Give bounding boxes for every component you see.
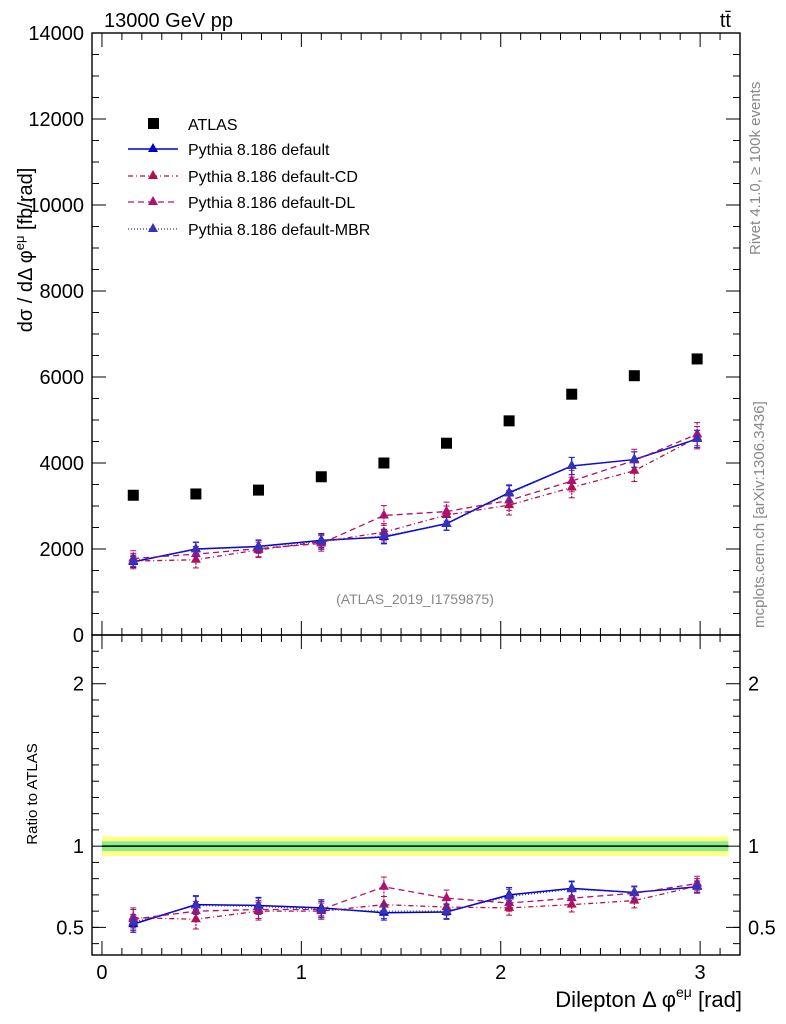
- ratio-ytick-label: 1: [73, 836, 84, 858]
- atlas-data-point: [441, 437, 453, 449]
- atlas-data-point: [378, 457, 390, 469]
- main-point-mbr: [316, 535, 327, 545]
- ratio-point-dl: [378, 880, 389, 890]
- ratio-line-dl: [133, 882, 698, 920]
- ratio-xtick-label: 1: [296, 962, 307, 984]
- main-point-mbr: [566, 460, 577, 470]
- ratio-line-default: [133, 886, 698, 925]
- legend-marker-cd: [148, 170, 158, 179]
- ratio-xtick-label: 3: [695, 962, 706, 984]
- ratio-point-mbr: [504, 890, 515, 900]
- main-ytick-label: 4000: [40, 453, 85, 475]
- ratio-plot: 0 1 2 3 0.5 0.5 1 1 2 2: [56, 634, 776, 984]
- atlas-data-point: [190, 488, 202, 500]
- main-ytick-label: 14000: [28, 23, 84, 45]
- main-point-dl: [378, 509, 389, 519]
- ratio-point-mbr: [566, 883, 577, 893]
- ratio-point-mbr: [441, 905, 452, 915]
- legend-marker-default: [148, 143, 158, 152]
- atlas-data-point: [503, 415, 515, 427]
- main-point-mbr: [504, 487, 515, 497]
- main-ytick-label: 6000: [40, 367, 85, 389]
- main-ytick-label: 12000: [28, 109, 84, 131]
- main-point-cd: [566, 481, 577, 491]
- main-point-mbr: [128, 555, 139, 565]
- main-point-mbr: [441, 518, 452, 528]
- main-point-mbr: [253, 540, 264, 550]
- ratio-xtick-label: 2: [495, 962, 506, 984]
- process-label: tt̄: [720, 10, 732, 32]
- main-point-mbr: [378, 530, 389, 540]
- ratio-xtick-label: 0: [96, 962, 107, 984]
- energy-label: 13000 GeV pp: [104, 10, 233, 32]
- legend-marker-dl: [148, 196, 158, 205]
- ratio-frame: [91, 634, 741, 956]
- svg-text:dσ / dΔ φeμ [fb/rad]: dσ / dΔ φeμ [fb/rad]: [12, 168, 37, 333]
- main-point-mbr: [190, 543, 201, 553]
- legend-marker-atlas: [148, 118, 159, 129]
- ratio-point-dl: [441, 892, 452, 902]
- ratio-point-mbr: [378, 905, 389, 915]
- main-line-dl: [133, 433, 698, 560]
- main-line-mbr: [133, 438, 698, 562]
- ratio-point-mbr: [128, 916, 139, 926]
- ratio-ylabel: Ratio to ATLAS: [24, 743, 41, 844]
- ratio-ytick-label-right: 2: [748, 674, 759, 696]
- rivet-version-label: Rivet 4.1.0, ≥ 100k events: [747, 82, 764, 255]
- main-line-cd: [133, 437, 698, 562]
- legend: ATLAS Pythia 8.186 default Pythia 8.186 …: [128, 117, 370, 239]
- ratio-point-mbr: [316, 903, 327, 913]
- atlas-data-point: [315, 471, 327, 483]
- ratio-point-mbr: [253, 900, 264, 910]
- ratio-point-mbr: [692, 880, 703, 890]
- atlas-data-point: [566, 388, 578, 400]
- legend-label-dl: Pythia 8.186 default-DL: [188, 195, 355, 212]
- ratio-xlabel: Dilepton Δ φeμ [rad]: [555, 984, 742, 1012]
- ratio-ytick-label: 0.5: [56, 917, 84, 939]
- main-ytick-label: 8000: [40, 281, 85, 303]
- atlas-data-point: [252, 484, 264, 496]
- svg-text:Dilepton Δ φeμ [rad]: Dilepton Δ φeμ [rad]: [555, 984, 742, 1012]
- ratio-line-mbr: [133, 886, 698, 924]
- main-ytick-label: 2000: [40, 539, 85, 561]
- ratio-ytick-label-right: 0.5: [748, 917, 776, 939]
- legend-label-atlas: ATLAS: [188, 117, 238, 134]
- main-point-dl: [566, 475, 577, 485]
- legend-label-cd: Pythia 8.186 default-CD: [188, 169, 358, 186]
- atlas-data-point: [127, 489, 139, 501]
- main-point-mbr: [692, 432, 703, 442]
- ratio-ytick-label: 2: [73, 674, 84, 696]
- ratio-point-mbr: [629, 886, 640, 896]
- main-point-dl: [692, 428, 703, 438]
- main-point-mbr: [629, 453, 640, 463]
- ratio-line-cd: [133, 885, 698, 920]
- main-ytick-label: 0: [73, 625, 84, 647]
- main-ylabel: dσ / dΔ φeμ [fb/rad]: [12, 168, 37, 333]
- legend-label-mbr: Pythia 8.186 default-MBR: [188, 222, 370, 239]
- ratio-point-mbr: [190, 899, 201, 909]
- legend-marker-mbr: [148, 223, 158, 232]
- atlas-data-point: [628, 370, 640, 382]
- mcplots-reference-label: mcplots.cern.ch [arXiv:1306.3436]: [751, 401, 768, 628]
- ratio-ytick-label-right: 1: [748, 836, 759, 858]
- main-plot: 0 2000 4000 6000 8000 10000 12000 14000: [28, 23, 741, 647]
- analysis-tag: (ATLAS_2019_I1759875): [336, 591, 494, 607]
- main-ytick-label: 10000: [28, 195, 84, 217]
- main-line-default: [133, 438, 698, 563]
- atlas-data-point: [691, 353, 703, 365]
- ratio-point-cd: [378, 898, 389, 908]
- legend-label-default: Pythia 8.186 default: [188, 142, 330, 159]
- main-point-dl: [441, 505, 452, 515]
